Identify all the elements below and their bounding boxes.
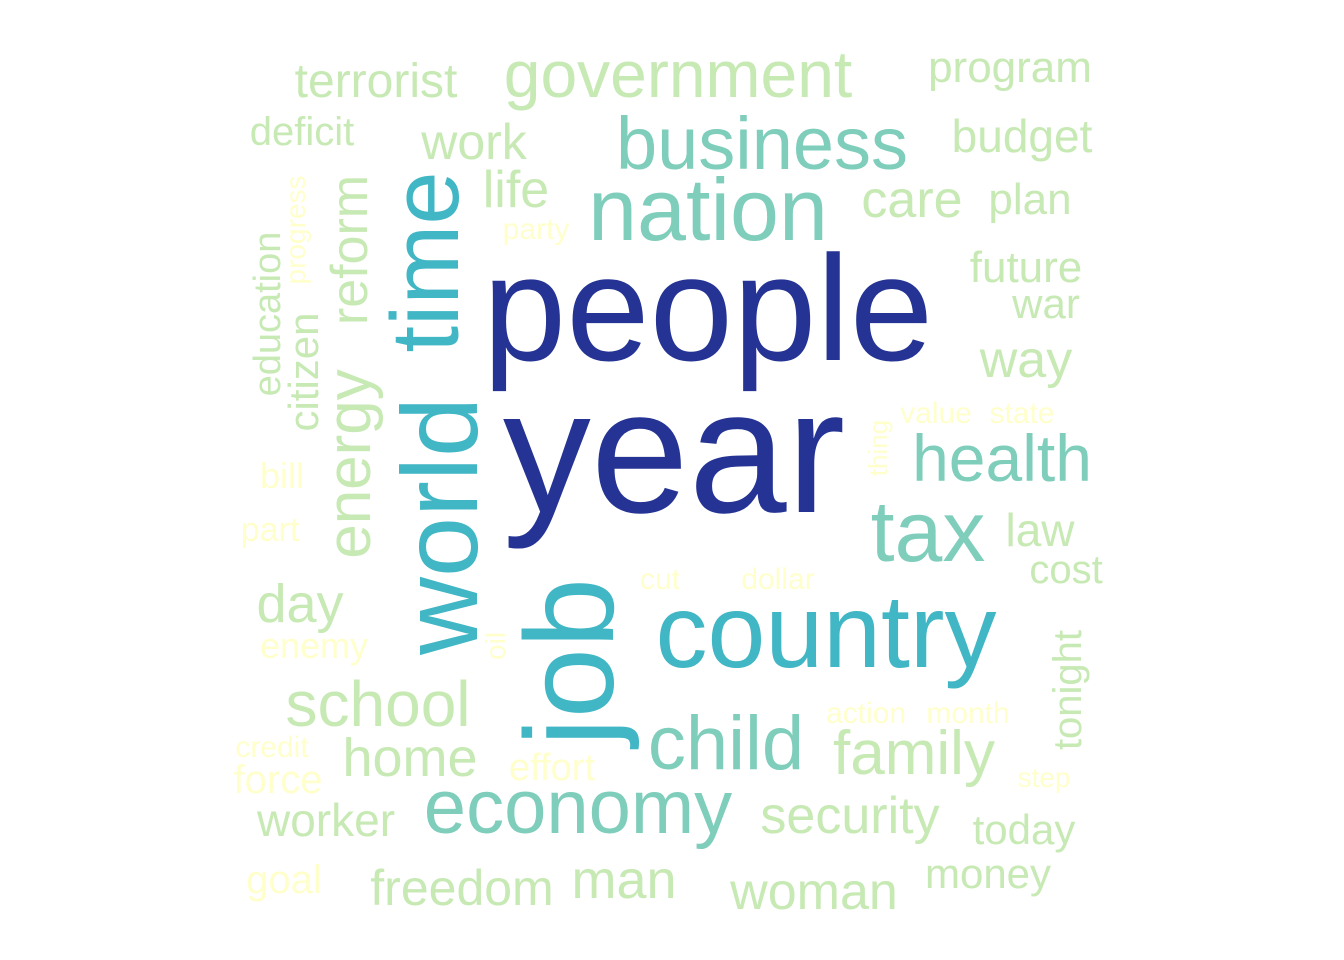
word-tax: tax bbox=[870, 484, 986, 580]
word-state: state bbox=[989, 397, 1055, 430]
word-war: war bbox=[1012, 280, 1080, 327]
word-dollar: dollar bbox=[741, 563, 815, 596]
word-day: day bbox=[256, 574, 344, 634]
word-business: business bbox=[615, 102, 909, 185]
word-woman: woman bbox=[730, 863, 898, 921]
word-value: value bbox=[900, 397, 972, 430]
word-time: time bbox=[372, 171, 479, 353]
word-economy: economy bbox=[423, 765, 733, 850]
word-force: force bbox=[233, 758, 323, 802]
word-plan: plan bbox=[988, 175, 1072, 224]
word-energy: energy bbox=[315, 369, 384, 559]
word-party: party bbox=[502, 213, 570, 246]
word-part: part bbox=[240, 511, 300, 549]
word-reform: reform bbox=[321, 174, 379, 326]
word-care: care bbox=[861, 171, 963, 229]
word-cut: cut bbox=[639, 563, 681, 596]
word-home: home bbox=[342, 728, 478, 788]
word-man: man bbox=[571, 850, 677, 910]
word-year: year bbox=[502, 354, 846, 550]
word-terrorist: terrorist bbox=[294, 55, 458, 108]
word-law: law bbox=[1005, 504, 1075, 556]
word-worker: worker bbox=[256, 794, 396, 846]
word-family: family bbox=[833, 719, 995, 788]
word-progress: progress bbox=[280, 175, 311, 285]
word-today: today bbox=[972, 806, 1076, 853]
word-country: country bbox=[655, 574, 997, 690]
word-oil: oil bbox=[480, 631, 511, 661]
word-health: health bbox=[912, 421, 1092, 495]
word-security: security bbox=[760, 787, 940, 845]
word-government: government bbox=[503, 37, 853, 111]
word-job: job bbox=[499, 577, 640, 747]
word-school: school bbox=[285, 668, 471, 740]
word-effort: effort bbox=[509, 747, 595, 789]
word-people: people bbox=[482, 224, 934, 392]
word-future: future bbox=[969, 243, 1083, 292]
word-way: way bbox=[979, 331, 1073, 389]
word-child: child bbox=[647, 701, 805, 786]
word-life: life bbox=[482, 161, 550, 219]
word-freedom: freedom bbox=[370, 860, 554, 916]
word-world: world bbox=[379, 396, 500, 656]
word-month: month bbox=[926, 697, 1010, 730]
word-tonight: tonight bbox=[1046, 629, 1090, 751]
word-step: step bbox=[1017, 762, 1071, 793]
word-goal: goal bbox=[246, 858, 322, 902]
word-credit: credit bbox=[235, 731, 309, 764]
word-program: program bbox=[928, 43, 1092, 92]
word-nation: nation bbox=[588, 160, 828, 259]
word-money: money bbox=[924, 850, 1052, 897]
word-deficit: deficit bbox=[249, 110, 355, 154]
word-cost: cost bbox=[1029, 548, 1103, 592]
word-budget: budget bbox=[951, 110, 1093, 162]
word-action: action bbox=[825, 697, 907, 730]
word-work: work bbox=[421, 114, 527, 170]
word-enemy: enemy bbox=[259, 625, 369, 666]
word-bill: bill bbox=[259, 455, 305, 496]
word-citizen: citizen bbox=[280, 312, 327, 432]
word-thing: thing bbox=[863, 419, 893, 477]
